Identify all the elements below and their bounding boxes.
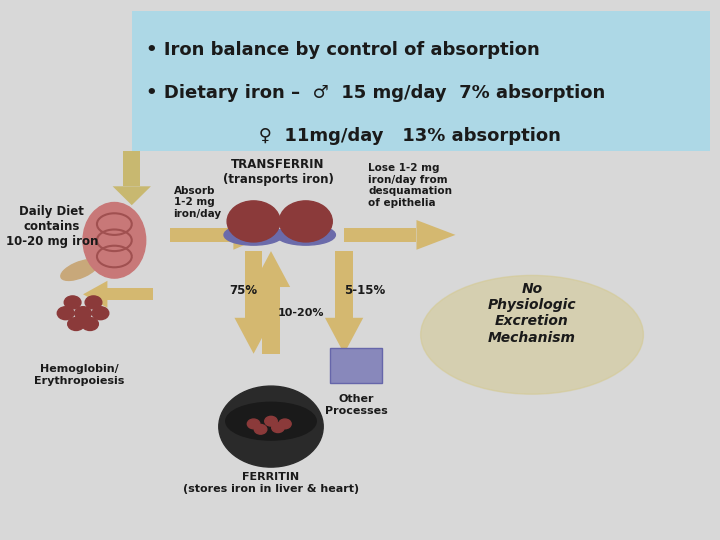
Circle shape — [58, 307, 74, 320]
Text: Lose 1-2 mg
iron/day from
desquamation
of epithelia: Lose 1-2 mg iron/day from desquamation o… — [369, 163, 452, 208]
Circle shape — [227, 201, 280, 242]
Polygon shape — [235, 318, 273, 354]
Text: TRANSFERRIN
(transports iron): TRANSFERRIN (transports iron) — [222, 158, 333, 186]
Ellipse shape — [224, 225, 283, 245]
Circle shape — [265, 416, 277, 426]
Text: ♀  11mg/day   13% absorption: ♀ 11mg/day 13% absorption — [240, 127, 561, 145]
Circle shape — [75, 307, 91, 320]
Circle shape — [92, 307, 109, 320]
Polygon shape — [123, 151, 140, 186]
Polygon shape — [325, 318, 363, 354]
Polygon shape — [112, 186, 151, 205]
Circle shape — [85, 296, 102, 309]
Ellipse shape — [276, 225, 336, 245]
Ellipse shape — [420, 275, 644, 394]
Ellipse shape — [60, 260, 99, 280]
FancyBboxPatch shape — [330, 348, 382, 383]
Polygon shape — [170, 228, 233, 241]
Ellipse shape — [226, 402, 316, 440]
Text: Other
Processes: Other Processes — [325, 394, 387, 416]
Circle shape — [248, 419, 260, 429]
Polygon shape — [245, 251, 262, 318]
Text: Daily Diet
contains
10-20 mg iron: Daily Diet contains 10-20 mg iron — [6, 205, 98, 248]
Polygon shape — [416, 220, 456, 249]
Polygon shape — [83, 281, 107, 308]
Text: Absorb
1-2 mg
iron/day: Absorb 1-2 mg iron/day — [174, 186, 222, 219]
Circle shape — [68, 318, 84, 330]
Text: FERRITIN
(stores iron in liver & heart): FERRITIN (stores iron in liver & heart) — [183, 472, 359, 494]
Circle shape — [279, 419, 291, 429]
Text: • Dietary iron –  ♂  15 mg/day  7% absorption: • Dietary iron – ♂ 15 mg/day 7% absorpti… — [145, 84, 605, 102]
Polygon shape — [233, 220, 268, 249]
Text: Hemoglobin/
Erythropoiesis: Hemoglobin/ Erythropoiesis — [35, 364, 125, 386]
Circle shape — [81, 318, 99, 330]
Text: No
Physiologic
Excretion
Mechanism: No Physiologic Excretion Mechanism — [487, 282, 576, 345]
Text: 75%: 75% — [229, 284, 257, 298]
Ellipse shape — [83, 202, 145, 278]
Circle shape — [64, 296, 81, 309]
Text: 10-20%: 10-20% — [278, 308, 325, 318]
Polygon shape — [262, 287, 279, 354]
Polygon shape — [252, 251, 290, 287]
Text: 5-15%: 5-15% — [344, 284, 385, 298]
Circle shape — [219, 386, 323, 467]
Circle shape — [271, 423, 284, 433]
Polygon shape — [107, 288, 153, 300]
Polygon shape — [336, 251, 353, 318]
Circle shape — [279, 201, 332, 242]
Polygon shape — [344, 228, 416, 241]
Circle shape — [254, 424, 267, 434]
FancyBboxPatch shape — [132, 11, 709, 151]
Text: • Iron balance by control of absorption: • Iron balance by control of absorption — [145, 40, 539, 58]
